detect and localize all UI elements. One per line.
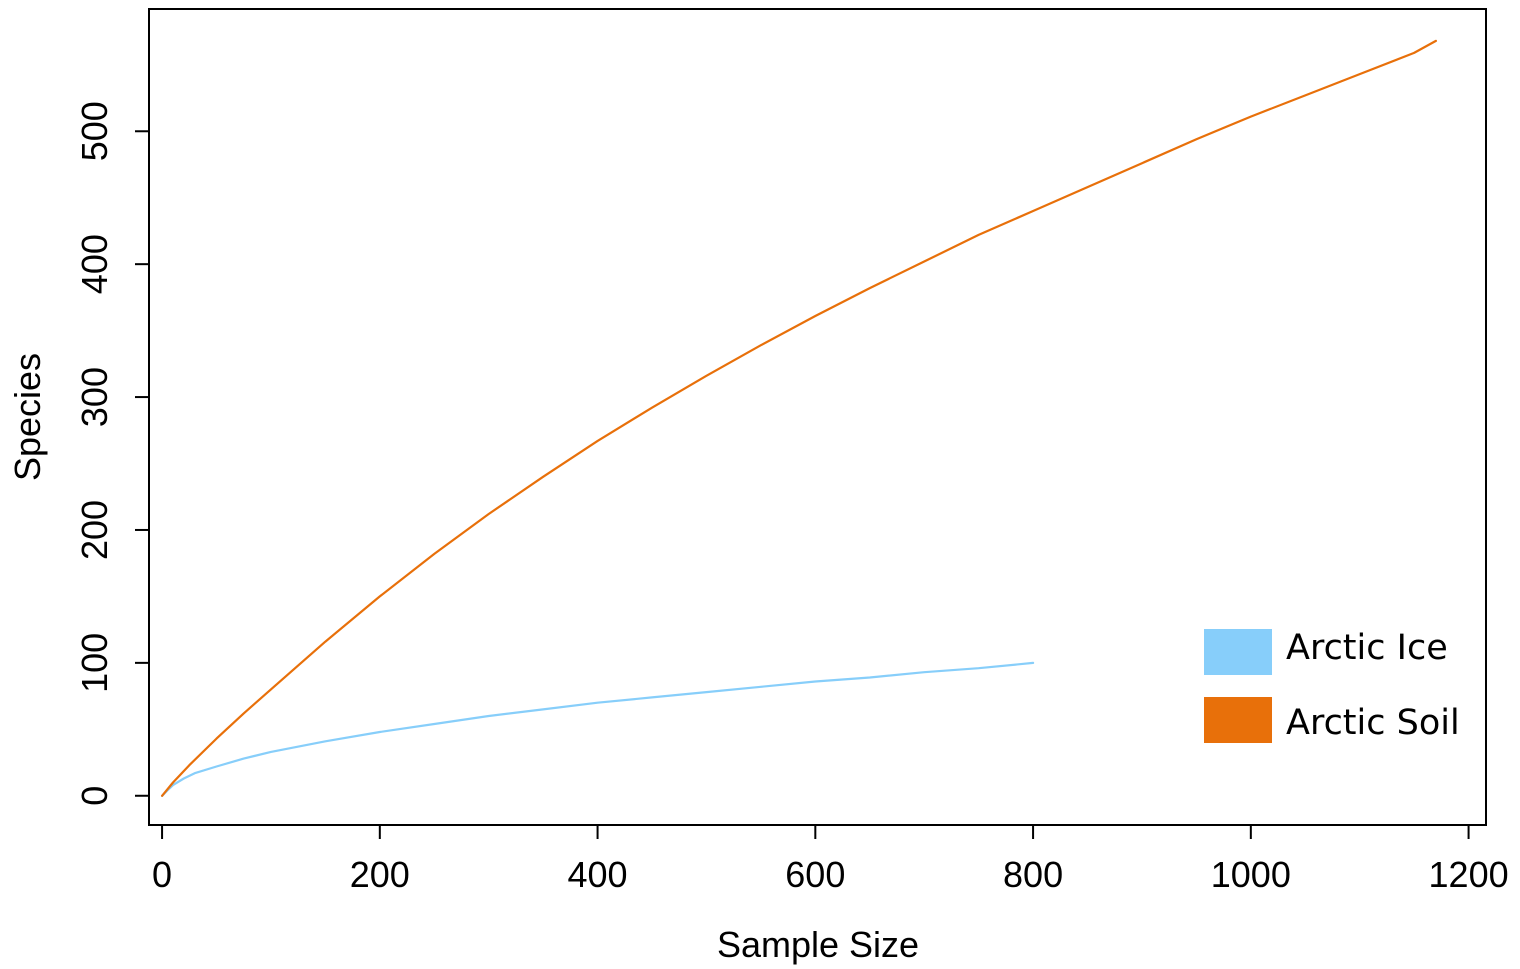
x-tick-label: 800 [1003,854,1063,895]
legend-label-arctic-soil: Arctic Soil [1286,703,1460,743]
y-axis-title: Species [7,353,48,481]
series-layer [161,39,1438,797]
x-axis: 0 200 400 600 800 1000 1200 [152,824,1509,895]
legend-label-arctic-ice: Arctic Ice [1286,628,1448,668]
legend-item-arctic-ice: Arctic Ice [1204,628,1448,675]
x-tick-label: 200 [350,854,410,895]
y-tick-label: 100 [74,633,115,693]
y-tick-label: 0 [74,786,115,806]
y-tick-label: 500 [74,101,115,161]
x-tick-label: 600 [785,854,845,895]
legend-swatch-arctic-soil [1204,697,1272,743]
y-tick-label: 400 [74,234,115,294]
x-tick-label: 400 [568,854,628,895]
series-line-arctic-soil [161,39,1438,797]
x-tick-label: 0 [152,854,172,895]
series-line-arctic-ice [161,661,1035,797]
y-tick-label: 200 [74,500,115,560]
x-tick-label: 1000 [1211,854,1291,895]
legend: Arctic Ice Arctic Soil [1204,628,1460,743]
x-axis-title: Sample Size [717,924,919,965]
legend-item-arctic-soil: Arctic Soil [1204,697,1460,743]
y-tick-label: 300 [74,367,115,427]
legend-swatch-arctic-ice [1204,629,1272,675]
x-tick-label: 1200 [1429,854,1509,895]
y-axis: 0 100 200 300 400 500 [74,101,150,806]
